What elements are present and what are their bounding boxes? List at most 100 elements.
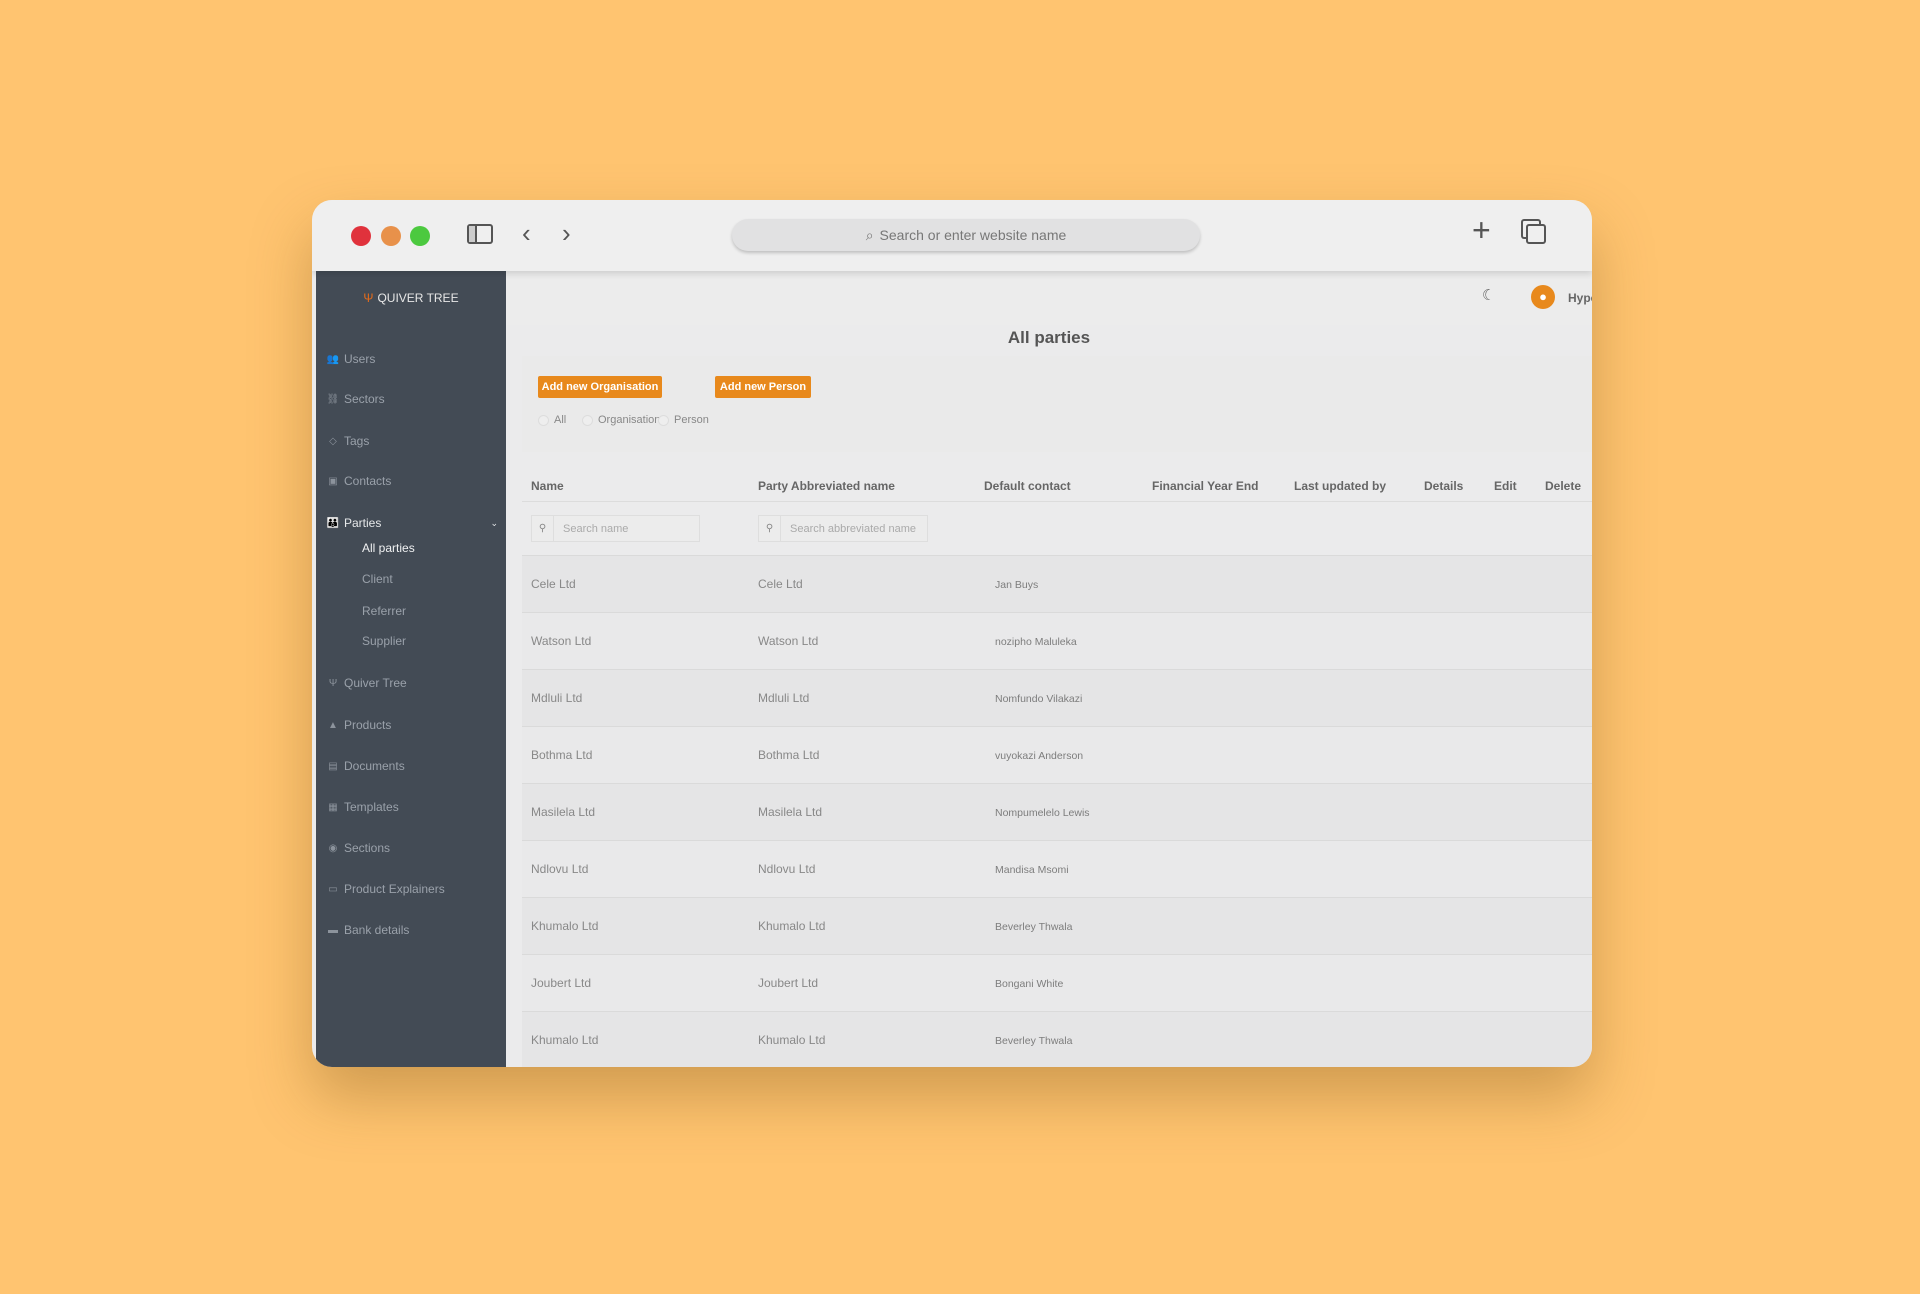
search-abbreviated-input[interactable]: ⚲ Search abbreviated name [758, 515, 928, 542]
party-abbreviated-name: Joubert Ltd [758, 976, 819, 990]
contact-card-icon: ▣ [328, 475, 338, 487]
col-header-name[interactable]: Name [531, 479, 564, 493]
address-bar[interactable]: ⌕ Search or enter website name [732, 219, 1200, 251]
group-icon: 👪 [326, 517, 340, 529]
back-icon[interactable]: ‹ [522, 218, 531, 248]
default-contact: nozipho Maluleka [995, 636, 1077, 648]
sidebar-item-label: Sectors [344, 392, 385, 406]
sidebar-item-templates[interactable]: ▦ Templates [316, 795, 506, 819]
table-row: Mdluli Ltd Mdluli Ltd Nomfundo Vilakazi … [522, 669, 1592, 726]
party-abbreviated-name: Khumalo Ltd [758, 919, 826, 933]
party-abbreviated-name: Ndlovu Ltd [758, 862, 816, 876]
sidebar-item-product-explainers[interactable]: ▭ Product Explainers [316, 877, 506, 901]
minimize-window-button[interactable] [381, 226, 401, 246]
search-name-input[interactable]: ⚲ Search name [531, 515, 700, 542]
party-name[interactable]: Ndlovu Ltd [531, 862, 589, 876]
col-header-financial-year-end[interactable]: Financial Year End [1152, 479, 1259, 493]
sidebar-item-contacts[interactable]: ▣ Contacts [316, 469, 506, 493]
chevron-down-icon[interactable]: ⌄ [490, 517, 498, 528]
sidebar-item-products[interactable]: ▲ Products [316, 713, 506, 737]
forward-icon[interactable]: › [562, 218, 571, 248]
page-title: All parties [1007, 328, 1091, 347]
sidebar-item-label: Sections [344, 841, 391, 855]
party-name[interactable]: Khumalo Ltd [531, 1033, 599, 1047]
grid-icon: ▦ [328, 801, 338, 813]
col-header-edit: Edit [1494, 479, 1517, 493]
default-contact: Nompumelelo Lewis [995, 807, 1090, 819]
filter-all-radio[interactable]: All [538, 414, 566, 426]
sidebar-subitem-all-parties[interactable]: All parties [362, 541, 415, 555]
sidebar-subitem-referrer[interactable]: Referrer [362, 604, 407, 618]
party-abbreviated-name: Cele Ltd [758, 577, 803, 591]
boxes-icon: ▲ [328, 719, 338, 731]
add-organisation-button[interactable]: Add new Organisation [538, 376, 662, 398]
sidebar-item-label: Documents [344, 759, 405, 773]
default-contact: Nomfundo Vilakazi [995, 693, 1083, 705]
table-row: Ndlovu Ltd Ndlovu Ltd Mandisa Msomi ● ✎ … [522, 840, 1592, 897]
party-name[interactable]: Mdluli Ltd [531, 691, 583, 705]
sidebar-item-label: Contacts [344, 474, 392, 488]
user-name[interactable]: Hyper [1568, 291, 1592, 305]
sidebar-item-users[interactable]: 👥 Users [316, 347, 506, 371]
party-abbreviated-name: Mdluli Ltd [758, 691, 810, 705]
col-header-default-contact[interactable]: Default contact [984, 479, 1071, 493]
col-header-delete: Delete [1545, 479, 1582, 493]
col-header-details: Details [1424, 479, 1464, 493]
default-contact: Mandisa Msomi [995, 864, 1069, 876]
document-icon: ▤ [328, 760, 338, 772]
sidebar-item-sections[interactable]: ◉ Sections [316, 836, 506, 860]
sidebar-item-quiver-tree[interactable]: Ψ Quiver Tree [316, 671, 506, 695]
tree-icon: Ψ [328, 677, 338, 689]
top-header: ☾ ● Hyper [506, 271, 1592, 325]
sidebar-item-label: Quiver Tree [344, 676, 407, 690]
party-abbreviated-name: Watson Ltd [758, 634, 819, 648]
party-name[interactable]: Watson Ltd [531, 634, 592, 648]
dark-mode-moon-icon[interactable]: ☾ [1482, 287, 1496, 304]
party-name[interactable]: Khumalo Ltd [531, 919, 599, 933]
party-name[interactable]: Joubert Ltd [531, 976, 592, 990]
tag-icon: ◇ [329, 435, 337, 447]
default-contact: Beverley Thwala [995, 1035, 1073, 1047]
sidebar-item-sectors[interactable]: ⛓ Sectors [316, 387, 506, 411]
col-header-abbreviated[interactable]: Party Abbreviated name [758, 479, 895, 493]
sidebar-subitem-supplier[interactable]: Supplier [362, 634, 407, 648]
sidebar-toggle-icon[interactable] [467, 224, 493, 244]
table-row: Watson Ltd Watson Ltd nozipho Maluleka ●… [522, 612, 1592, 669]
close-window-button[interactable] [351, 226, 371, 246]
sidebar-item-label: Tags [344, 434, 370, 448]
maximize-window-button[interactable] [410, 226, 430, 246]
filter-organisation-radio[interactable]: Organisation [582, 414, 660, 426]
search-icon: ⌕ [865, 226, 874, 243]
search-icon: ⚲ [759, 516, 781, 541]
sidebar-item-parties[interactable]: 👪 Parties ⌄ [316, 511, 506, 535]
col-header-last-updated[interactable]: Last updated by [1294, 479, 1387, 493]
party-name[interactable]: Cele Ltd [531, 577, 576, 591]
sidebar-item-label: Templates [344, 800, 399, 814]
search-icon: ⚲ [532, 516, 554, 541]
table-row: Cele Ltd Cele Ltd Jan Buys ● ✎ ▮ [522, 555, 1592, 612]
browser-toolbar: ‹ › ⌕ Search or enter website name + [312, 200, 1592, 271]
add-person-button[interactable]: Add new Person [715, 376, 811, 398]
new-tab-icon[interactable]: + [1472, 212, 1491, 248]
party-abbreviated-name: Bothma Ltd [758, 748, 820, 762]
sidebar-item-label: Parties [344, 516, 382, 530]
sidebar-item-bank-details[interactable]: ▬ Bank details [316, 918, 506, 942]
sidebar-item-tags[interactable]: ◇ Tags [316, 429, 506, 453]
default-contact: Beverley Thwala [995, 921, 1073, 933]
table-row: Khumalo Ltd Khumalo Ltd Beverley Thwala … [522, 1011, 1592, 1067]
sidebar: Ψ QUIVER TREE 👥 Users ⛓ Sectors ◇ Tags ▣ Contact… [316, 271, 506, 1067]
filter-person-radio[interactable]: Person [658, 414, 709, 426]
sections-icon: ◉ [328, 842, 338, 854]
sidebar-subitem-client[interactable]: Client [362, 572, 393, 586]
tree-logo-icon: Ψ [363, 291, 374, 305]
party-name[interactable]: Bothma Ltd [531, 748, 593, 762]
sidebar-item-label: Product Explainers [344, 882, 445, 896]
default-contact: Bongani White [995, 978, 1064, 990]
avatar[interactable]: ● [1531, 285, 1555, 309]
address-placeholder: Search or enter website name [879, 227, 1067, 243]
party-abbreviated-name: Khumalo Ltd [758, 1033, 826, 1047]
sidebar-item-label: Products [344, 718, 392, 732]
sidebar-item-documents[interactable]: ▤ Documents [316, 754, 506, 778]
party-name[interactable]: Masilela Ltd [531, 805, 596, 819]
tabs-overview-icon[interactable] [1526, 224, 1546, 244]
